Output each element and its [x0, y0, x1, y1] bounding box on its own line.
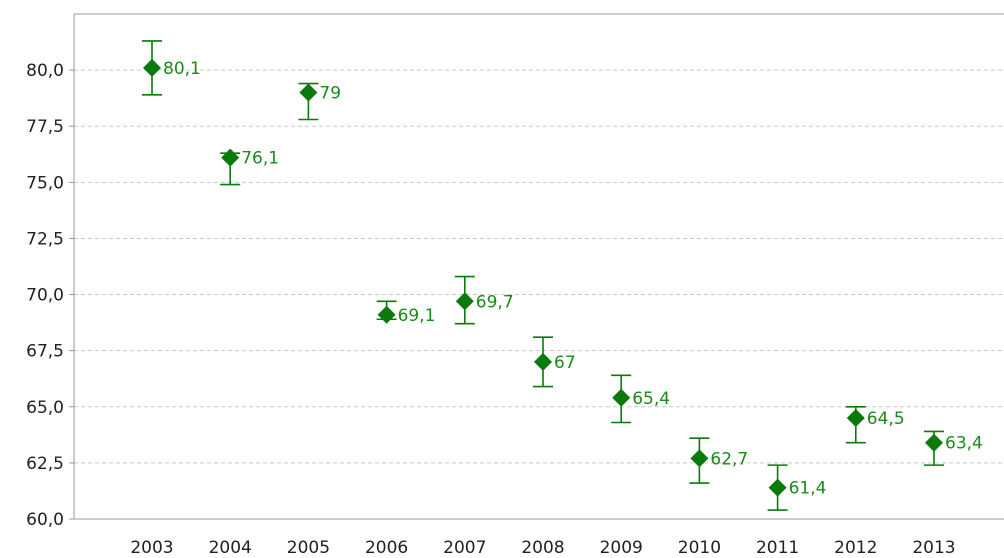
y-axis-tick-label: 77,5: [26, 117, 64, 137]
diamond-marker: [377, 305, 396, 324]
y-axis-tick-label: 72,5: [26, 229, 64, 249]
data-label: 69,7: [476, 292, 514, 312]
x-axis-tick-label: 2010: [678, 538, 721, 558]
x-axis-tick-label: 2005: [287, 538, 330, 558]
y-axis-tick-label: 67,5: [26, 342, 64, 362]
data-points: [142, 40, 944, 511]
diamond-marker: [534, 352, 552, 371]
data-point: [924, 430, 944, 466]
diamond-marker: [925, 433, 943, 452]
y-axis-tick-label: 75,0: [26, 173, 64, 193]
data-point: [845, 405, 866, 444]
diamond-marker: [455, 292, 474, 311]
data-label: 79: [319, 84, 341, 104]
data-point: [767, 464, 788, 511]
diamond-marker: [143, 58, 161, 77]
y-axis-tick-label: 65,0: [26, 398, 64, 418]
data-label: 76,1: [241, 149, 279, 169]
data-point: [689, 437, 710, 484]
data-label: 69,1: [398, 306, 436, 326]
data-label: 61,4: [789, 479, 827, 499]
data-point: [454, 275, 475, 325]
x-axis-tick-labels: 2003 2004 2005 2006 2007 2008 2009 2010 2011 2012…: [130, 538, 955, 558]
y-axis-tick-label: 70,0: [26, 286, 64, 306]
x-axis-tick-label: 2008: [521, 538, 564, 558]
y-axis-tick-labels: 60,0 62,5 65,0 67,5 70,0 72,5 75,0 77,5 80,0: [26, 61, 64, 530]
x-axis-tick-label: 2006: [365, 538, 408, 558]
data-labels: 80,1 76,1 79 69,1 69,7 67 65,4 62,7 61,4 64,5 63,4: [163, 59, 983, 499]
x-axis-tick-label: 2011: [756, 538, 799, 558]
data-label: 67: [554, 353, 576, 373]
data-label: 64,5: [867, 409, 905, 429]
x-axis-tick-label: 2013: [912, 538, 955, 558]
x-axis-tick-label: 2004: [209, 538, 252, 558]
data-point: [220, 148, 241, 186]
data-point: [142, 40, 162, 96]
data-label: 62,7: [710, 449, 748, 469]
y-axis-tick-label: 60,0: [26, 510, 64, 530]
x-axis-tick-label: 2007: [443, 538, 486, 558]
data-point: [376, 300, 397, 324]
diamond-marker: [846, 409, 865, 427]
diamond-marker: [768, 478, 787, 497]
data-label: 65,4: [632, 389, 670, 409]
x-axis-tick-label: 2012: [834, 538, 877, 558]
data-point: [611, 374, 632, 424]
y-axis-tick-label: 62,5: [26, 454, 64, 474]
y-axis-tick-label: 80,0: [26, 61, 64, 81]
x-axis-tick-label: 2003: [130, 538, 173, 558]
data-point: [298, 82, 319, 121]
diamond-marker: [612, 388, 631, 407]
grid-lines: [74, 69, 1004, 464]
data-label: 80,1: [163, 59, 201, 79]
diamond-marker: [690, 449, 709, 468]
data-label: 63,4: [945, 434, 983, 454]
diamond-marker: [221, 148, 240, 167]
diamond-marker: [299, 83, 318, 102]
axes: [69, 13, 1004, 520]
data-point: [533, 336, 553, 388]
x-axis-tick-label: 2009: [600, 538, 643, 558]
